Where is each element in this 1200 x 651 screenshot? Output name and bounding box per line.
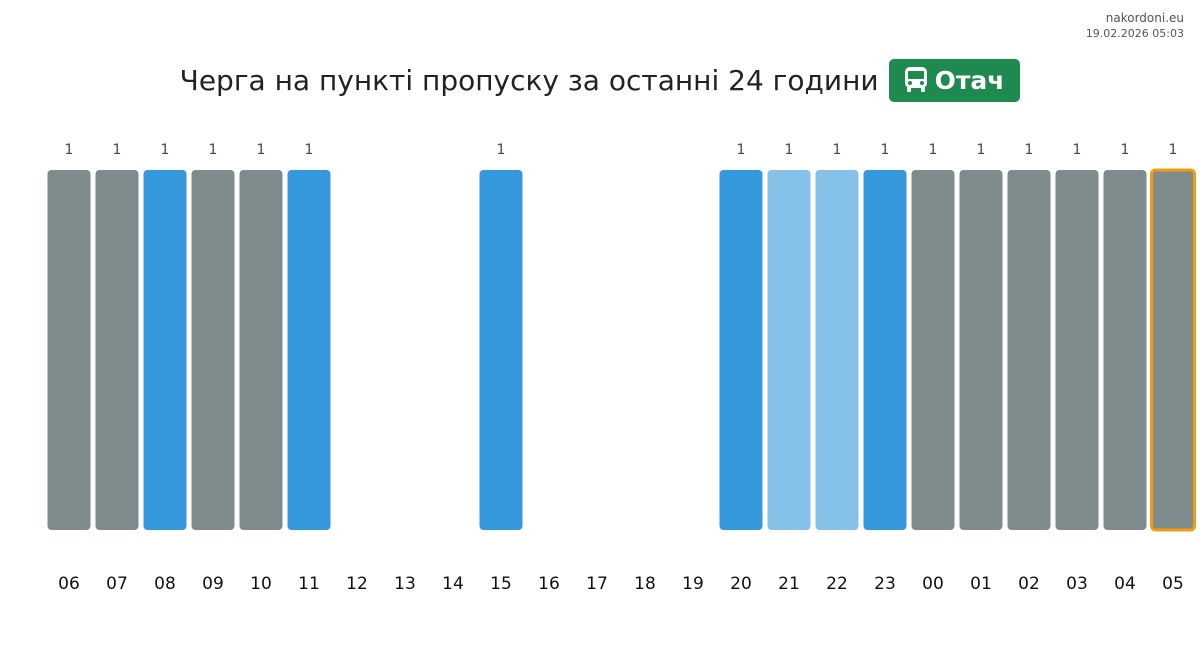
x-tick-label: 00 bbox=[922, 574, 944, 594]
x-tick-label: 03 bbox=[1066, 574, 1088, 594]
x-tick-label: 16 bbox=[538, 574, 560, 594]
x-tick-label: 20 bbox=[730, 574, 752, 594]
value-label: 1 bbox=[161, 142, 170, 158]
bar bbox=[1055, 170, 1099, 530]
bar bbox=[1150, 168, 1196, 532]
bar bbox=[719, 170, 763, 530]
bar bbox=[1007, 170, 1051, 530]
value-label: 1 bbox=[977, 142, 986, 158]
value-label: 1 bbox=[113, 142, 122, 158]
bar bbox=[287, 170, 331, 530]
x-tick-label: 06 bbox=[58, 574, 80, 594]
value-label: 1 bbox=[1121, 142, 1130, 158]
x-tick-label: 10 bbox=[250, 574, 272, 594]
bar bbox=[47, 170, 91, 530]
value-label: 1 bbox=[1073, 142, 1082, 158]
bar bbox=[95, 170, 139, 530]
x-tick-label: 11 bbox=[298, 574, 320, 594]
value-label: 1 bbox=[305, 142, 314, 158]
value-label: 1 bbox=[1169, 142, 1178, 158]
x-tick-label: 09 bbox=[202, 574, 224, 594]
value-label: 1 bbox=[1025, 142, 1034, 158]
x-tick-label: 12 bbox=[346, 574, 368, 594]
x-tick-label: 17 bbox=[586, 574, 608, 594]
value-label: 1 bbox=[929, 142, 938, 158]
badge-text: Отач bbox=[934, 65, 1005, 95]
value-label: 1 bbox=[833, 142, 842, 158]
x-tick-label: 05 bbox=[1162, 574, 1184, 594]
bar bbox=[479, 170, 523, 530]
bar bbox=[767, 170, 811, 530]
x-tick-label: 15 bbox=[490, 574, 512, 594]
x-tick-label: 01 bbox=[970, 574, 992, 594]
timestamp: 19.02.2026 05:03 bbox=[1085, 27, 1184, 40]
watermark: nakordoni.eu 19.02.2026 05:03 bbox=[1086, 10, 1184, 42]
value-label: 1 bbox=[65, 142, 74, 158]
x-tick-label: 19 bbox=[682, 574, 704, 594]
x-tick-label: 22 bbox=[826, 574, 848, 594]
value-label: 1 bbox=[497, 142, 506, 158]
x-tick-label: 08 bbox=[154, 574, 176, 594]
value-label: 1 bbox=[209, 142, 218, 158]
bar bbox=[143, 170, 187, 530]
x-tick-label: 13 bbox=[394, 574, 416, 594]
bar bbox=[959, 170, 1003, 530]
chart-title: Черга на пункті пропуску за останні 24 г… bbox=[179, 63, 879, 97]
value-label: 1 bbox=[785, 142, 794, 158]
x-tick-label: 04 bbox=[1114, 574, 1136, 594]
value-label: 1 bbox=[881, 142, 890, 158]
bar bbox=[815, 170, 859, 530]
x-tick-label: 02 bbox=[1018, 574, 1040, 594]
bar bbox=[239, 170, 283, 530]
bar bbox=[863, 170, 907, 530]
bar bbox=[1103, 170, 1147, 530]
value-label: 1 bbox=[257, 142, 266, 158]
x-tick-label: 23 bbox=[874, 574, 896, 594]
value-label: 1 bbox=[737, 142, 746, 158]
x-tick-label: 07 bbox=[106, 574, 128, 594]
x-tick-label: 14 bbox=[442, 574, 464, 594]
bar bbox=[911, 170, 955, 530]
checkpoint-badge: Отач bbox=[888, 58, 1021, 102]
bar bbox=[191, 170, 235, 530]
x-tick-label: 18 bbox=[634, 574, 656, 594]
site-name: nakordoni.eu bbox=[1105, 11, 1184, 25]
header: Черга на пункті пропуску за останні 24 г… bbox=[0, 58, 1200, 102]
x-tick-label: 21 bbox=[778, 574, 800, 594]
bus-icon bbox=[904, 67, 927, 92]
